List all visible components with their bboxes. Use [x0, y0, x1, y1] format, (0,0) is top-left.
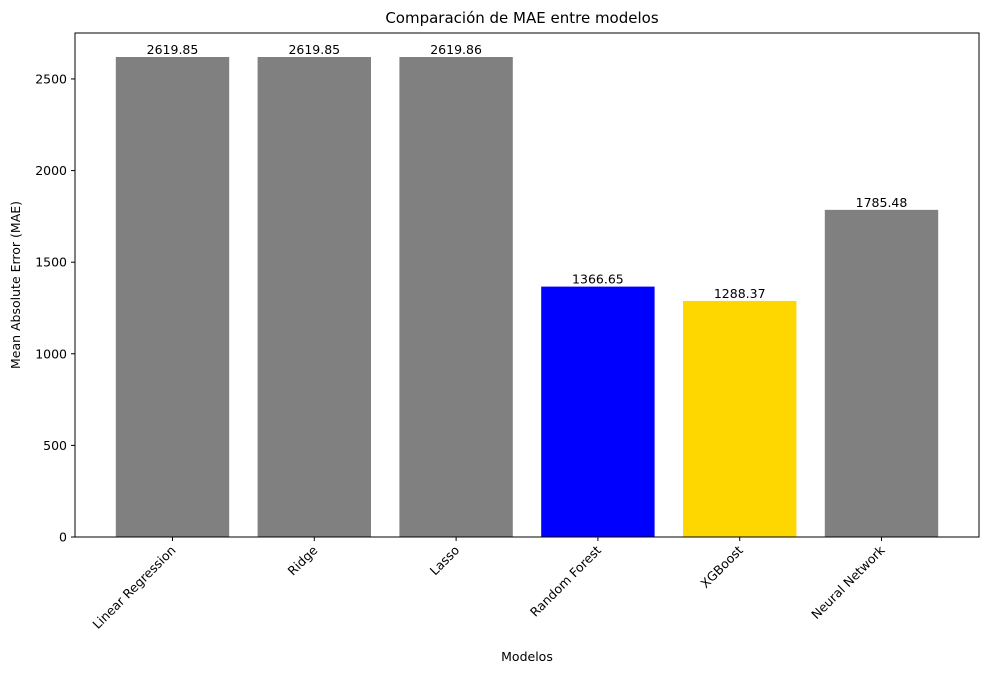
- y-tick-label: 1000: [35, 346, 67, 361]
- value-labels-layer: 2619.85 2619.85 2619.86 1366.65 1288.37 1785.…: [147, 42, 908, 301]
- bar-neural-network: [824, 209, 939, 537]
- bar-xgboost: [683, 300, 797, 537]
- x-tick-label-random-forest: Random Forest: [527, 542, 604, 619]
- bar-lasso: [399, 57, 513, 537]
- y-tick-label: 2000: [35, 163, 67, 178]
- bar-random-forest: [541, 286, 655, 537]
- x-axis: Linear Regression Ridge Lasso Random Forest…: [89, 537, 888, 632]
- x-tick-label-ridge: Ridge: [285, 542, 321, 578]
- x-tick-label-xgboost: XGBoost: [697, 542, 746, 591]
- bar-ridge: [257, 57, 371, 537]
- y-tick-label: 2500: [35, 71, 67, 86]
- x-tick-label-linear-regression: Linear Regression: [89, 543, 178, 632]
- plot-frame: [74, 32, 980, 538]
- bar-value-label-linear-regression: 2619.85: [147, 42, 199, 57]
- x-axis-title: Modelos: [501, 649, 553, 664]
- bars-layer: [115, 57, 939, 537]
- y-tick-label: 1500: [35, 255, 67, 270]
- y-tick-label: 500: [43, 438, 67, 453]
- x-tick-label-neural-network: Neural Network: [808, 542, 888, 622]
- bar-value-label-ridge: 2619.85: [288, 42, 340, 57]
- y-tick-label: 0: [59, 530, 67, 545]
- y-axis-title: Mean Absolute Error (MAE): [8, 201, 23, 369]
- bar-value-label-random-forest: 1366.65: [572, 272, 624, 287]
- bar-value-label-neural-network: 1785.48: [856, 195, 908, 210]
- bar-linear-regression: [115, 57, 230, 537]
- bar-value-label-lasso: 2619.86: [430, 42, 482, 57]
- x-tick-label-lasso: Lasso: [427, 543, 463, 579]
- y-axis: 0 500 1000 1500 2000 2500: [35, 71, 75, 545]
- bar-value-label-xgboost: 1288.37: [714, 286, 766, 301]
- chart-title: Comparación de MAE entre modelos: [385, 9, 659, 27]
